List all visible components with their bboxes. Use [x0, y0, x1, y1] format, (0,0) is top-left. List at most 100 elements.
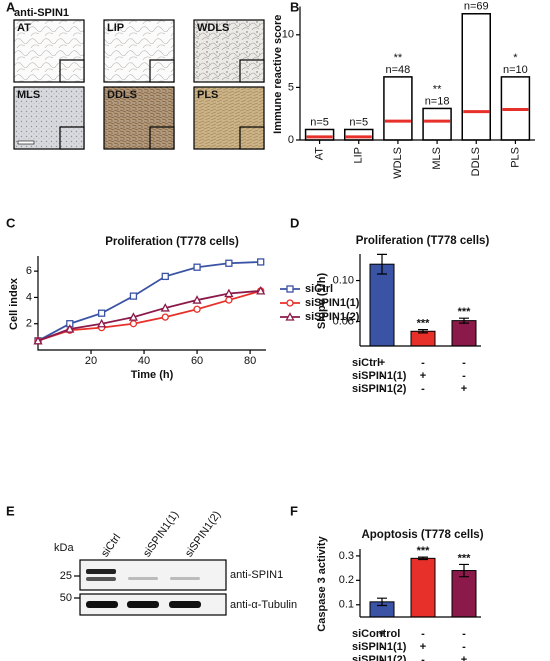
inset [239, 126, 265, 150]
y-tick-label: 4 [26, 291, 32, 303]
y-tick-label: 2 [26, 318, 32, 330]
count-label: n=18 [425, 95, 450, 107]
kda-label: kDa [54, 542, 74, 554]
panel-label: C [6, 215, 16, 230]
x-tick-label: 80 [244, 355, 256, 367]
condition-label: siSPIN1(1) [352, 641, 407, 653]
inset [149, 59, 175, 83]
series-line [37, 289, 261, 342]
marker [286, 299, 294, 307]
y-axis-label: Caspase 3 activity [316, 535, 328, 631]
x-tick-label: AT [313, 147, 325, 161]
error-bar [377, 253, 387, 275]
error-bar [459, 317, 469, 324]
significance: *** [417, 545, 431, 557]
marker [97, 318, 107, 328]
box [383, 76, 413, 141]
x-tick-label: 40 [138, 355, 150, 367]
error-bar [459, 563, 469, 578]
x-tick-label: 60 [191, 355, 203, 367]
bar [451, 320, 477, 347]
marker [257, 258, 265, 266]
panel-label: D [290, 215, 299, 230]
error-bar [418, 329, 428, 334]
y-tick-label: 0.05 [333, 315, 354, 327]
count-label: n=5 [349, 116, 368, 128]
marker [161, 272, 169, 281]
marker [33, 335, 43, 345]
marker [128, 312, 139, 321]
tile-label: MLS [17, 89, 40, 101]
bar [369, 263, 395, 347]
panel-label: F [290, 503, 298, 518]
legend-label: siSPIN1(2) [305, 311, 360, 323]
lane-label: siSPIN1(1) [141, 509, 181, 559]
x-tick-label: MLS [431, 147, 443, 170]
band-label: anti-SPIN1 [230, 569, 283, 581]
condition-label: siSPIN1(1) [352, 370, 407, 382]
x-tick-label: PLS [509, 147, 521, 168]
condition-mark: - [421, 654, 425, 661]
box [422, 107, 452, 141]
condition-mark: - [462, 357, 466, 369]
condition-mark: - [380, 654, 384, 661]
marker [285, 312, 295, 321]
inset [59, 59, 85, 83]
marker [256, 285, 266, 295]
marker [225, 259, 233, 267]
box [461, 13, 491, 141]
series-line [37, 289, 261, 342]
condition-mark: - [462, 628, 466, 640]
marker [65, 324, 75, 333]
marker [224, 288, 234, 298]
significance: *** [458, 552, 472, 564]
y-tick-label: 10 [282, 29, 294, 41]
marker [161, 313, 169, 321]
condition-mark: - [462, 641, 466, 653]
significance: ** [394, 52, 403, 64]
y-tick-label: 6 [26, 265, 32, 277]
panel-label: A [6, 0, 16, 14]
condition-label: siCtrl [352, 357, 380, 369]
condition-label: siSPIN1(2) [352, 654, 407, 661]
significance: * [474, 0, 479, 1]
significance: ** [433, 83, 442, 95]
count-label: n=69 [464, 1, 489, 13]
series-line [37, 261, 261, 342]
tile-label: WDLS [197, 22, 229, 34]
condition-mark: - [421, 628, 425, 640]
box [304, 128, 335, 141]
count-label: n=10 [503, 64, 528, 76]
significance: * [513, 52, 518, 64]
condition-mark: - [380, 370, 384, 382]
count-label: n=48 [386, 64, 411, 76]
marker [129, 292, 138, 300]
inset [239, 59, 265, 83]
marker [129, 320, 138, 328]
panel-label: B [290, 0, 299, 14]
x-tick-label: LIP [353, 147, 365, 164]
y-tick-label: 0.2 [339, 574, 354, 586]
condition-mark: + [420, 370, 426, 382]
y-tick-label: 5 [288, 81, 294, 93]
marker [193, 305, 201, 313]
band-label: anti-α-Tubulin [230, 599, 297, 611]
condition-mark: - [421, 383, 425, 395]
condition-mark: - [380, 383, 384, 395]
error-bar [418, 556, 428, 561]
condition-mark: + [461, 654, 467, 661]
x-tick-label: WDLS [392, 147, 404, 179]
tile-label: DDLS [107, 89, 137, 101]
marker [225, 296, 233, 304]
tile-label: AT [17, 22, 31, 34]
count-label: n=5 [310, 116, 329, 128]
inset [149, 126, 175, 150]
marker [97, 309, 106, 317]
condition-label: siControl [352, 628, 400, 640]
marker-label: 50 [60, 592, 72, 604]
error-bar [377, 597, 387, 607]
bar [410, 557, 436, 618]
marker [286, 285, 294, 293]
y-tick-label: 0.10 [333, 274, 354, 286]
condition-mark: - [462, 370, 466, 382]
